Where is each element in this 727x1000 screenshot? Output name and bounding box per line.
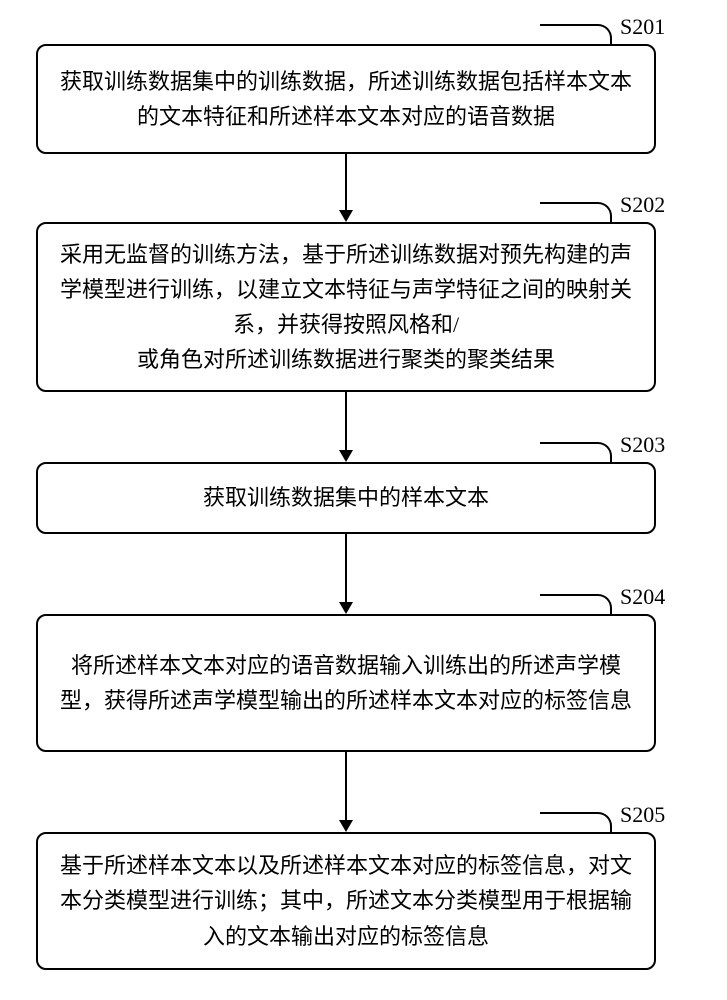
step-text-s205: 基于所述样本文本以及所述样本文本对应的标签信息，对文本分类模型进行训练；其中，所… bbox=[58, 848, 634, 954]
leader-s201 bbox=[540, 24, 612, 44]
step-text-s204: 将所述样本文本对应的语音数据输入训练出的所述声学模型，获得所述声学模型输出的所述… bbox=[58, 648, 634, 718]
step-box-s204: 将所述样本文本对应的语音数据输入训练出的所述声学模型，获得所述声学模型输出的所述… bbox=[36, 614, 656, 752]
arrow-s203-s204 bbox=[336, 534, 356, 614]
leader-s204 bbox=[540, 594, 612, 614]
step-box-s202: 采用无监督的训练方法，基于所述训练数据对预先构建的声学模型进行训练，以建立文本特… bbox=[36, 222, 656, 392]
arrow-s204-s205 bbox=[336, 752, 356, 832]
step-label-s203: S203 bbox=[620, 432, 665, 458]
leader-s203 bbox=[540, 442, 612, 462]
step-text-s201: 获取训练数据集中的训练数据，所述训练数据包括样本文本的文本特征和所述样本文本对应… bbox=[58, 64, 634, 134]
step-label-s205: S205 bbox=[620, 802, 665, 828]
flowchart-canvas: 获取训练数据集中的训练数据，所述训练数据包括样本文本的文本特征和所述样本文本对应… bbox=[0, 0, 727, 1000]
step-label-s201: S201 bbox=[620, 14, 665, 40]
step-box-s203: 获取训练数据集中的样本文本 bbox=[36, 462, 656, 534]
leader-s202 bbox=[540, 202, 612, 222]
arrow-s202-s203 bbox=[336, 392, 356, 462]
step-box-s205: 基于所述样本文本以及所述样本文本对应的标签信息，对文本分类模型进行训练；其中，所… bbox=[36, 832, 656, 970]
arrow-s201-s202 bbox=[336, 154, 356, 222]
step-box-s201: 获取训练数据集中的训练数据，所述训练数据包括样本文本的文本特征和所述样本文本对应… bbox=[36, 44, 656, 154]
step-label-s202: S202 bbox=[620, 192, 665, 218]
step-label-s204: S204 bbox=[620, 584, 665, 610]
leader-s205 bbox=[540, 812, 612, 832]
step-text-s202: 采用无监督的训练方法，基于所述训练数据对预先构建的声学模型进行训练，以建立文本特… bbox=[58, 237, 634, 378]
step-text-s203: 获取训练数据集中的样本文本 bbox=[203, 480, 489, 515]
